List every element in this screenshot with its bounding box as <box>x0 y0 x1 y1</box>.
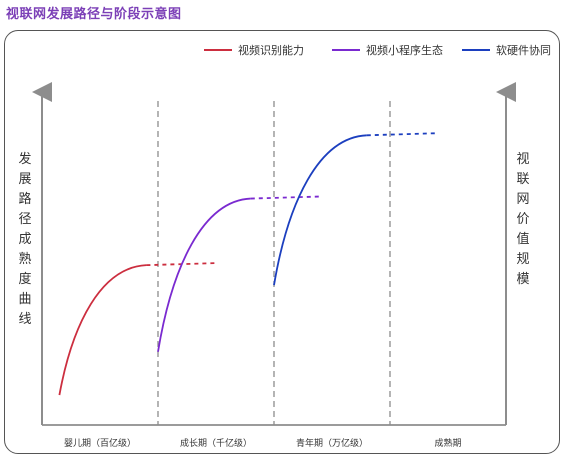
category-label-1: 婴儿期（百亿级） <box>64 437 136 449</box>
series-extension-3 <box>366 132 435 137</box>
right-axis-label-char-6: 模 <box>516 272 529 287</box>
series-extension-2 <box>250 195 319 200</box>
right-axis-label-char-0: 视 <box>516 152 529 167</box>
left-axis-label-char-2: 路 <box>18 191 31 207</box>
left-axis-label-char-4: 成 <box>18 232 31 247</box>
legend-label-3: 软硬件协同 <box>496 43 551 57</box>
left-axis-label-char-7: 曲 <box>18 292 31 307</box>
legend-label-1: 视频识别能力 <box>238 43 304 57</box>
right-axis-label-char-2: 网 <box>516 192 529 207</box>
stage-dividers <box>157 101 391 425</box>
left-axis-label-char-3: 径 <box>18 212 31 227</box>
series-curve-2 <box>157 197 251 352</box>
category-label-3: 青年期（万亿级） <box>296 437 368 449</box>
left-axis-label-char-6: 度 <box>18 271 31 287</box>
left-axis-label-char-8: 线 <box>18 312 31 327</box>
left-axis-label-char-5: 熟 <box>18 251 31 267</box>
curves <box>58 132 435 396</box>
left-axis-label-char-1: 展 <box>18 172 31 187</box>
category-labels: 婴儿期（百亿级） 成长期（千亿级） 青年期（万亿级） 成熟期 <box>64 437 462 449</box>
right-axis-label-char-1: 联 <box>516 172 529 187</box>
chart-frame <box>4 30 560 454</box>
series-extension-1 <box>146 262 215 267</box>
category-label-2: 成长期（千亿级） <box>180 437 252 449</box>
chart-title: 视联网发展路径与阶段示意图 <box>6 7 182 22</box>
series-curve-3 <box>273 134 367 286</box>
right-axis-label-char-3: 价 <box>516 212 529 227</box>
legend: 视频识别能力 视频小程序生态 软硬件协同 <box>204 43 551 57</box>
right-axis-label-char-4: 值 <box>516 231 529 247</box>
category-label-4: 成熟期 <box>434 437 461 449</box>
legend-label-2: 视频小程序生态 <box>366 43 443 57</box>
left-axis-label-char-0: 发 <box>18 151 31 167</box>
right-axis-label-char-5: 规 <box>516 252 529 267</box>
series-curve-1 <box>58 264 147 396</box>
